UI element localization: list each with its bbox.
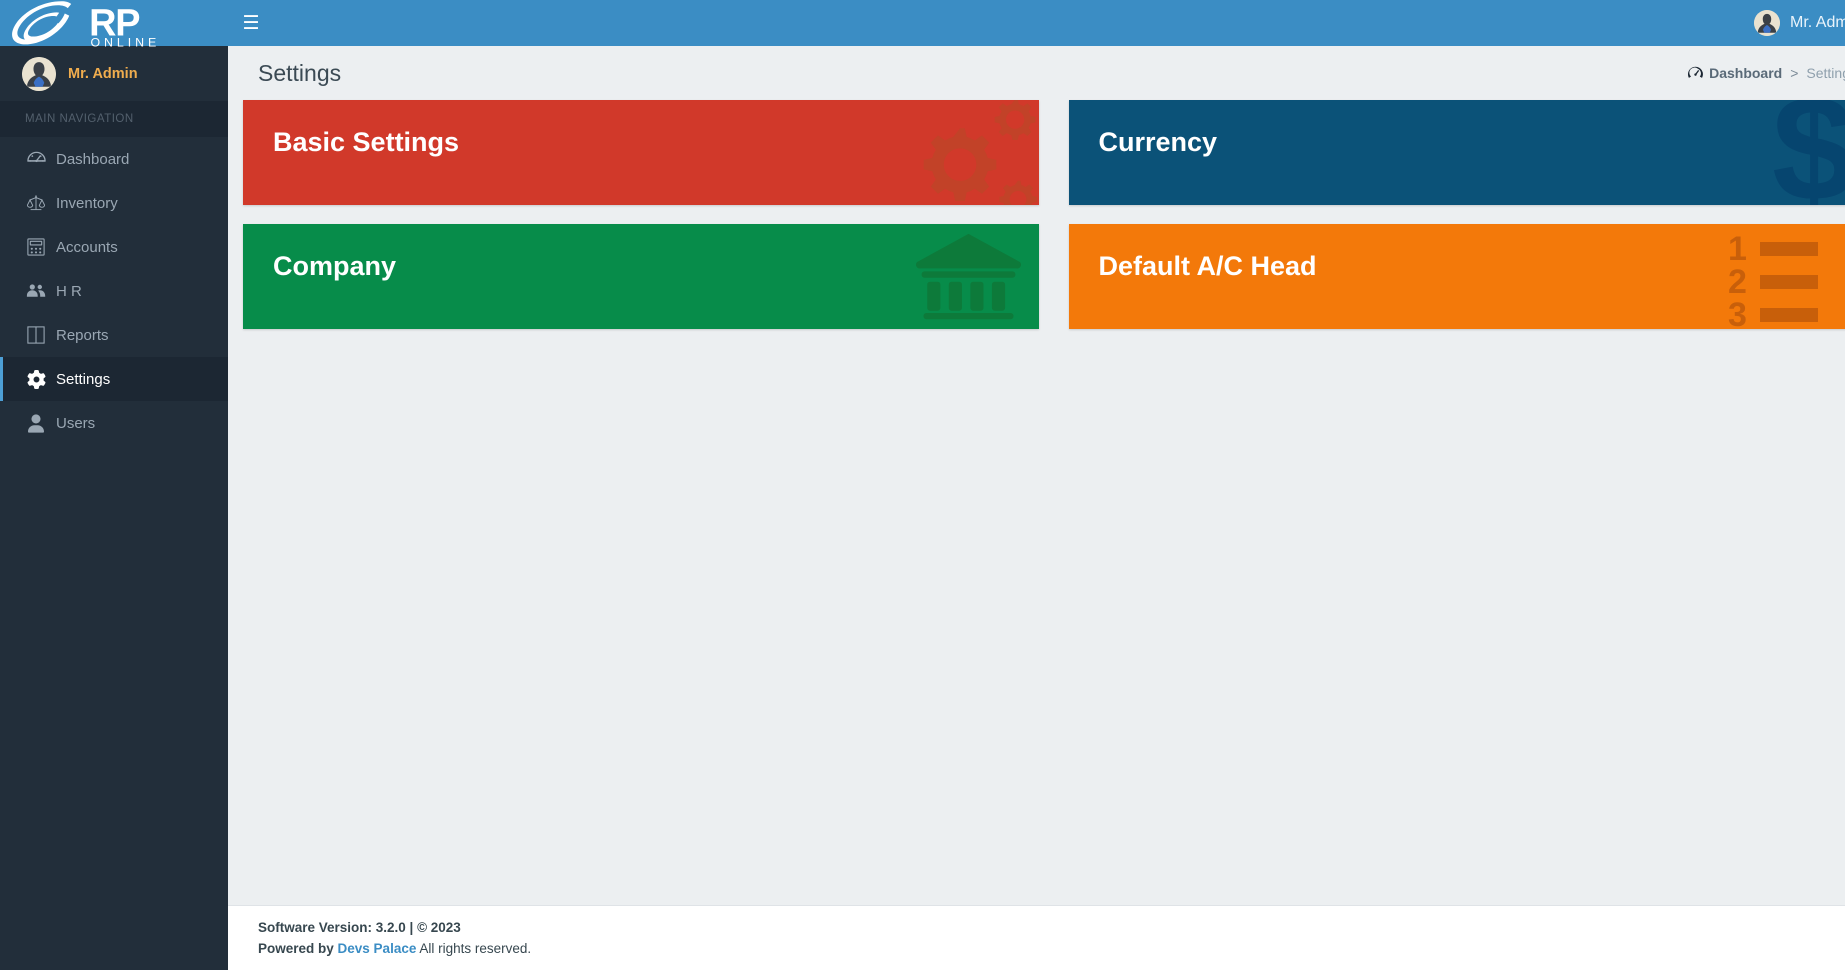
svg-text:3: 3 [1728,296,1747,327]
svg-text:$: $ [1772,100,1845,205]
svg-text:ONLINE: ONLINE [90,35,160,47]
